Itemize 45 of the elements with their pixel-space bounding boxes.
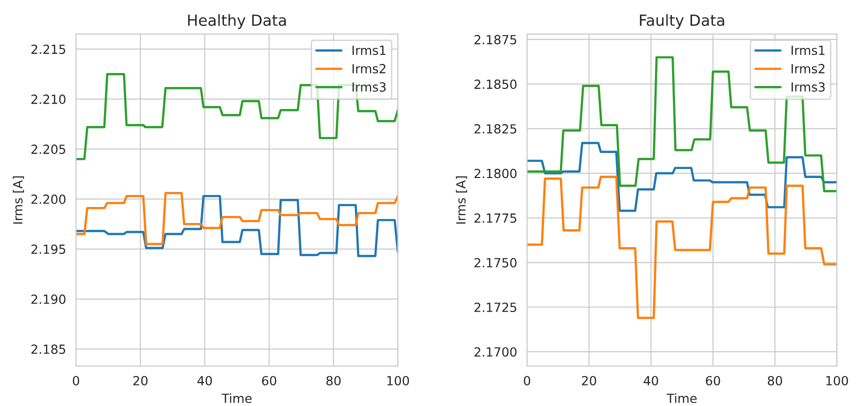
x-tick-label: 0	[72, 376, 80, 386]
y-axis-title: Irms [A]	[456, 176, 468, 224]
legend-label: Irms2	[792, 64, 824, 74]
x-tick-label: 0	[524, 376, 530, 386]
y-tick-label: 2.1825	[474, 124, 516, 134]
x-tick-label: 40	[644, 376, 658, 386]
x-tick-label: 60	[262, 376, 276, 386]
x-axis-title: Time	[222, 393, 252, 404]
y-tick-label: 2.1850	[474, 80, 516, 89]
legend-label: Irms3	[792, 82, 825, 92]
line-series	[76, 72, 398, 160]
y-axis-title: Irms [A]	[12, 176, 24, 224]
line-series	[76, 192, 398, 246]
y-tick-label: 2.195	[31, 244, 66, 254]
legend-label: Irms3	[352, 82, 386, 92]
line-series	[527, 56, 837, 192]
x-tick-label: 80	[326, 376, 341, 386]
y-tick-label: 2.185	[31, 344, 66, 354]
y-tick-label: 2.1875	[474, 34, 516, 44]
x-tick-label: 100	[826, 376, 848, 386]
x-tick-label: 80	[768, 376, 782, 386]
x-tick-label: 60	[706, 376, 720, 386]
line-series	[76, 194, 398, 258]
x-tick-label: 40	[197, 376, 212, 386]
line-series	[527, 142, 837, 212]
y-tick-label: 2.1775	[474, 213, 516, 223]
legend-label: Irms2	[352, 64, 386, 74]
y-tick-label: 2.1725	[474, 302, 516, 312]
legend-label: Irms1	[352, 46, 386, 56]
x-axis-title: Time	[666, 393, 697, 404]
x-tick-label: 20	[133, 376, 148, 386]
x-tick-label: 100	[387, 376, 409, 386]
y-tick-label: 2.200	[31, 194, 66, 204]
chart-title: Faulty Data	[640, 14, 724, 29]
chart-title: Healthy Data	[188, 14, 286, 29]
line-series	[527, 176, 837, 319]
x-tick-label: 20	[582, 376, 596, 386]
y-tick-label: 2.215	[31, 44, 66, 54]
y-tick-label: 2.1800	[474, 168, 516, 178]
y-tick-label: 2.1750	[474, 258, 516, 268]
y-tick-label: 2.190	[31, 294, 66, 304]
legend-label: Irms1	[792, 46, 825, 56]
y-tick-label: 2.205	[31, 144, 66, 154]
y-tick-label: 2.210	[31, 94, 66, 104]
y-tick-label: 2.1700	[474, 347, 516, 357]
